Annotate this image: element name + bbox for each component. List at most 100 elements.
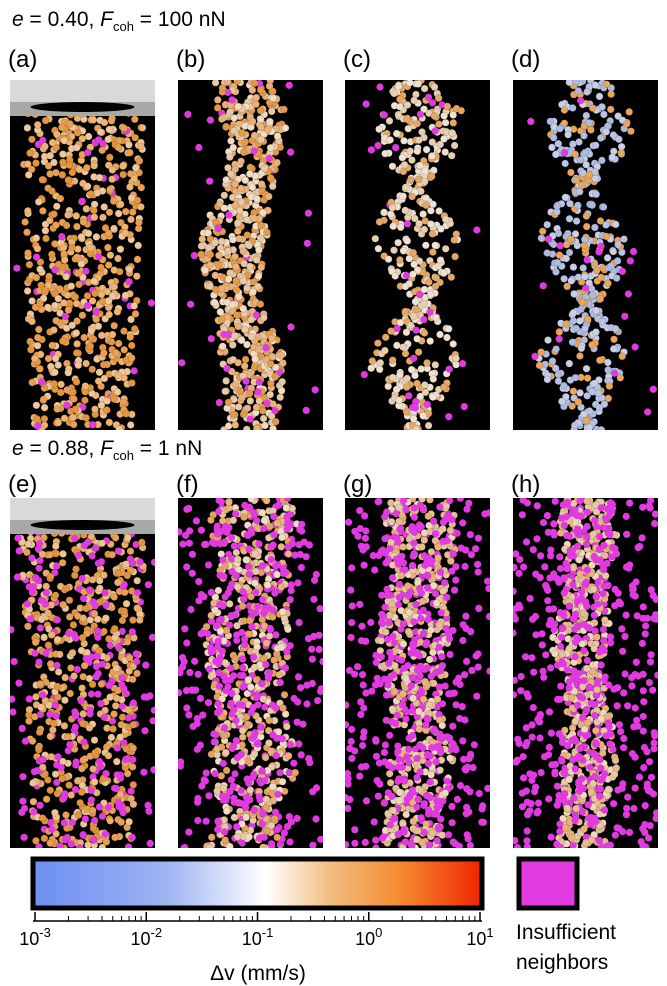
- stray-particle: [118, 805, 126, 813]
- stray-particle: [179, 540, 187, 548]
- particle: [84, 841, 92, 848]
- stray-particle: [248, 734, 256, 742]
- particle: [543, 249, 551, 257]
- stray-particle: [459, 360, 467, 368]
- particle: [110, 395, 119, 404]
- particle: [583, 88, 591, 96]
- stray-particle: [315, 631, 323, 639]
- particle: [560, 119, 569, 128]
- particle: [413, 147, 422, 156]
- particle: [137, 538, 146, 547]
- stray-particle: [35, 843, 43, 848]
- particle: [284, 625, 292, 634]
- particle: [81, 815, 90, 823]
- particle: [565, 80, 574, 87]
- particle: [602, 127, 611, 136]
- particle: [569, 316, 578, 325]
- particle: [446, 219, 455, 228]
- particle: [580, 235, 589, 244]
- stray-particle: [295, 541, 303, 549]
- particle: [127, 787, 135, 796]
- particle: [222, 807, 231, 815]
- stray-particle: [248, 623, 256, 631]
- stray-particle: [312, 570, 320, 579]
- particle: [92, 307, 100, 316]
- particle: [107, 733, 116, 742]
- particle: [102, 838, 111, 846]
- particle: [92, 315, 101, 324]
- particle: [46, 732, 55, 741]
- particle: [64, 306, 73, 314]
- stray-particle: [539, 282, 547, 290]
- stray-particle: [287, 581, 295, 589]
- particle: [79, 218, 88, 226]
- particle: [89, 765, 97, 773]
- particle: [98, 843, 107, 848]
- particle: [115, 425, 124, 430]
- stray-particle: [197, 526, 205, 534]
- particle: [420, 299, 428, 308]
- stray-particle: [213, 622, 221, 630]
- particle: [242, 556, 251, 564]
- particle: [123, 571, 132, 580]
- stray-particle: [253, 517, 261, 525]
- particle: [214, 260, 223, 269]
- particle: [78, 633, 87, 642]
- particle: [58, 123, 66, 132]
- particle: [591, 223, 599, 232]
- particle: [229, 516, 238, 525]
- particle: [216, 627, 225, 636]
- particle: [49, 719, 58, 728]
- particle: [40, 403, 49, 412]
- stray-particle: [281, 664, 289, 672]
- stray-particle: [47, 819, 55, 827]
- particle: [220, 204, 229, 213]
- particle: [554, 139, 563, 148]
- stray-particle: [258, 562, 267, 570]
- particle: [256, 106, 265, 115]
- particle: [120, 607, 129, 616]
- particle: [586, 80, 595, 85]
- particle: [604, 358, 612, 367]
- stray-particle: [140, 768, 148, 776]
- particle: [45, 272, 53, 281]
- particle: [250, 131, 259, 140]
- particle: [422, 194, 431, 202]
- particle: [386, 210, 395, 219]
- particle: [197, 242, 206, 250]
- particle: [73, 128, 82, 137]
- particle: [64, 176, 73, 184]
- stray-particle: [484, 784, 490, 792]
- stray-particle: [60, 794, 68, 802]
- particle: [234, 403, 243, 411]
- particle: [60, 256, 69, 264]
- stray-particle: [60, 819, 68, 827]
- stray-particle: [312, 815, 320, 823]
- particle: [581, 324, 589, 333]
- particle: [81, 396, 89, 405]
- particle: [90, 277, 98, 286]
- particle: [567, 276, 576, 285]
- particle: [430, 83, 439, 91]
- stray-particle: [227, 664, 235, 672]
- particle: [48, 187, 56, 195]
- particle: [535, 361, 544, 370]
- particle: [79, 710, 88, 718]
- particle: [252, 100, 260, 109]
- particle: [106, 251, 115, 260]
- stray-particle: [308, 655, 316, 663]
- particle: [409, 414, 418, 423]
- particle: [52, 221, 60, 229]
- particle: [69, 413, 77, 422]
- particle: [53, 616, 62, 624]
- particle: [52, 168, 60, 177]
- particle: [32, 159, 40, 167]
- stray-particle: [597, 242, 605, 250]
- particle: [412, 835, 421, 844]
- particle: [266, 360, 275, 368]
- stray-particle: [217, 498, 225, 506]
- stray-particle: [402, 271, 410, 280]
- particle: [581, 148, 589, 157]
- particle: [69, 621, 78, 629]
